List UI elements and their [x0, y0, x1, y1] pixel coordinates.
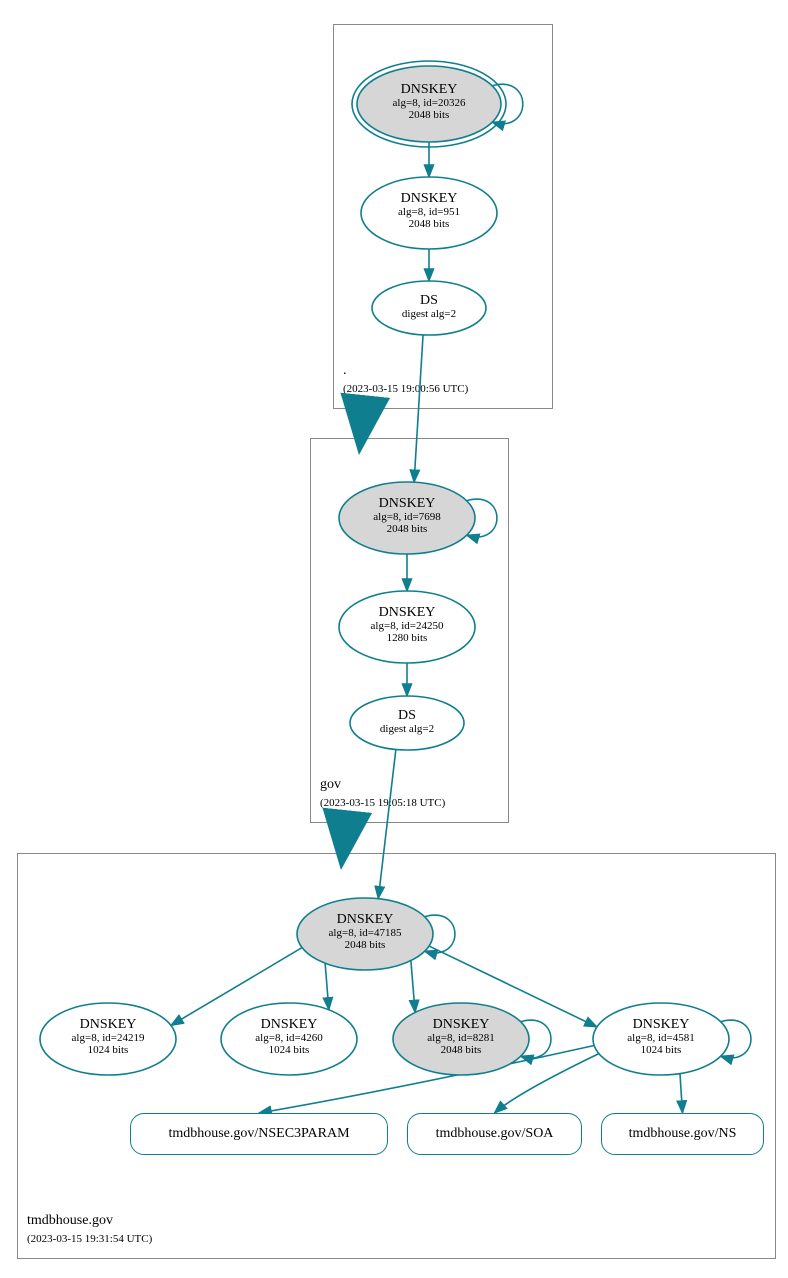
node-title: DNSKEY — [40, 1017, 176, 1032]
node-label-gov_zsk: DNSKEYalg=8, id=242501280 bits — [339, 605, 475, 645]
node-label-root_ds: DSdigest alg=2 — [372, 293, 486, 320]
node-title: DNSKEY — [221, 1017, 357, 1032]
node-title: DNSKEY — [593, 1017, 729, 1032]
rrset-nsec3: tmdbhouse.gov/NSEC3PARAM — [130, 1113, 388, 1155]
node-title: DNSKEY — [361, 191, 497, 206]
node-line2: alg=8, id=4581 — [593, 1032, 729, 1044]
zone-delegation-arrow — [342, 822, 352, 860]
node-line3: 2048 bits — [297, 939, 433, 951]
node-line3: 1280 bits — [339, 632, 475, 644]
node-line3: 2048 bits — [339, 523, 475, 535]
node-line2: digest alg=2 — [372, 308, 486, 320]
node-line2: alg=8, id=4260 — [221, 1032, 357, 1044]
node-line3: 1024 bits — [40, 1044, 176, 1056]
node-title: DNSKEY — [339, 605, 475, 620]
node-title: DNSKEY — [297, 912, 433, 927]
node-line2: alg=8, id=24250 — [339, 620, 475, 632]
node-label-tmdb_k4: DNSKEYalg=8, id=45811024 bits — [593, 1017, 729, 1057]
node-line3: 2048 bits — [361, 218, 497, 230]
node-label-root_ksk: DNSKEYalg=8, id=203262048 bits — [357, 82, 501, 122]
node-line2: alg=8, id=47185 — [297, 927, 433, 939]
node-line2: digest alg=2 — [350, 723, 464, 735]
node-line2: alg=8, id=7698 — [339, 511, 475, 523]
node-label-tmdb_ksk: DNSKEYalg=8, id=471852048 bits — [297, 912, 433, 952]
node-title: DS — [372, 293, 486, 308]
rrset-ns: tmdbhouse.gov/NS — [601, 1113, 764, 1155]
zone-delegation-arrow — [360, 407, 370, 445]
node-title: DS — [350, 708, 464, 723]
node-line3: 1024 bits — [221, 1044, 357, 1056]
node-title: DNSKEY — [339, 496, 475, 511]
node-line3: 2048 bits — [393, 1044, 529, 1056]
node-title: DNSKEY — [357, 82, 501, 97]
node-title: DNSKEY — [393, 1017, 529, 1032]
node-label-root_zsk: DNSKEYalg=8, id=9512048 bits — [361, 191, 497, 231]
node-label-tmdb_k2: DNSKEYalg=8, id=42601024 bits — [221, 1017, 357, 1057]
rrset-soa: tmdbhouse.gov/SOA — [407, 1113, 582, 1155]
node-line2: alg=8, id=8281 — [393, 1032, 529, 1044]
node-line2: alg=8, id=24219 — [40, 1032, 176, 1044]
node-line2: alg=8, id=951 — [361, 206, 497, 218]
node-label-tmdb_k1: DNSKEYalg=8, id=242191024 bits — [40, 1017, 176, 1057]
node-label-gov_ksk: DNSKEYalg=8, id=76982048 bits — [339, 496, 475, 536]
node-line2: alg=8, id=20326 — [357, 97, 501, 109]
node-label-tmdb_k3: DNSKEYalg=8, id=82812048 bits — [393, 1017, 529, 1057]
node-line3: 1024 bits — [593, 1044, 729, 1056]
node-line3: 2048 bits — [357, 109, 501, 121]
node-label-gov_ds: DSdigest alg=2 — [350, 708, 464, 735]
